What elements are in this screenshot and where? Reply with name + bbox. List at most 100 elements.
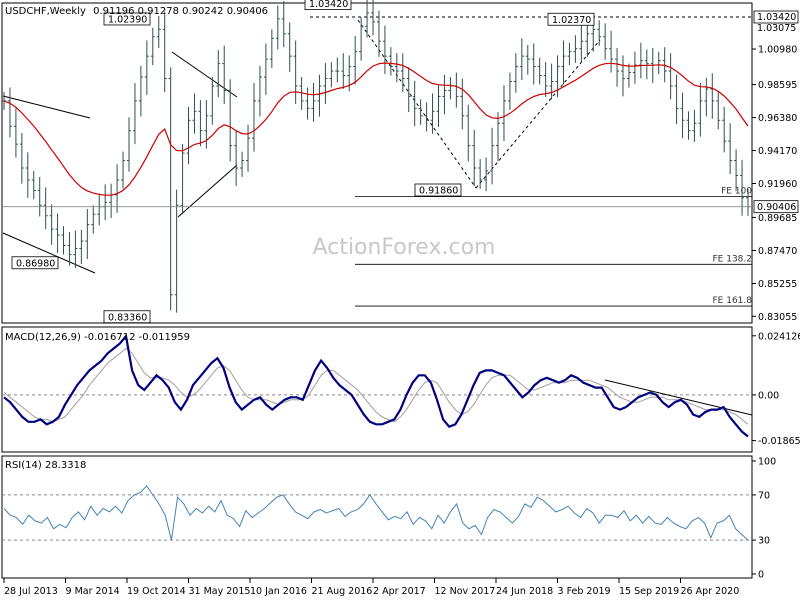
price-bar bbox=[275, 5, 280, 50]
rsi-tick-label: 0 bbox=[758, 570, 764, 581]
price-bar bbox=[371, 0, 376, 36]
price-bar bbox=[251, 82, 256, 152]
watermark: ActionForex.com bbox=[313, 235, 496, 260]
price-bar bbox=[442, 74, 447, 115]
price-bar bbox=[323, 62, 328, 104]
price-bar bbox=[680, 92, 685, 139]
price-bar bbox=[126, 117, 131, 172]
last-price-marker: 0.90406 bbox=[753, 200, 799, 213]
price-bar bbox=[692, 109, 697, 142]
price-bar bbox=[674, 74, 679, 125]
price-bar bbox=[281, 0, 286, 48]
x-tick-label: 19 Oct 2014 bbox=[127, 586, 186, 597]
price-bar bbox=[728, 123, 733, 174]
rsi-tick-label: 100 bbox=[758, 457, 776, 468]
x-tick-label: 31 May 2015 bbox=[189, 586, 251, 597]
swing-label: 1.02370 bbox=[547, 12, 595, 26]
price-bar bbox=[626, 63, 631, 88]
price-bar bbox=[186, 106, 191, 165]
price-bar bbox=[192, 93, 197, 134]
macd-trend-line bbox=[604, 379, 753, 416]
price-bar bbox=[406, 67, 411, 113]
price-bar bbox=[150, 27, 155, 66]
price-panel-frame bbox=[1, 2, 753, 324]
price-bar bbox=[228, 79, 233, 162]
price-bar bbox=[418, 99, 423, 125]
price-bar bbox=[716, 91, 721, 130]
x-axis: 28 Jul 2013 9 Mar 2014 19 Oct 2014 31 May 2… bbox=[3, 578, 740, 597]
rsi-tick-label: 70 bbox=[758, 490, 770, 501]
price-tick-label: 0.87470 bbox=[758, 246, 797, 257]
x-tick-label: 10 Jan 2016 bbox=[250, 586, 307, 597]
price-bar bbox=[138, 65, 143, 117]
price-bar bbox=[597, 20, 602, 46]
svg-text:0.91860: 0.91860 bbox=[419, 185, 458, 196]
rsi-panel-frame bbox=[1, 455, 753, 579]
macd-tick-label: 0.00 bbox=[758, 390, 779, 401]
macd-line bbox=[3, 333, 749, 438]
price-bar bbox=[466, 104, 471, 162]
price-tick-label: 0.91960 bbox=[758, 179, 797, 190]
swing-label: 0.83360 bbox=[103, 310, 151, 323]
fib-level-label: FE 161.8 bbox=[713, 296, 753, 306]
price-bar bbox=[662, 47, 667, 83]
svg-text:0.86980: 0.86980 bbox=[16, 258, 55, 269]
price-bar bbox=[573, 35, 578, 63]
dash-line-2 bbox=[475, 39, 601, 189]
x-tick-label: 21 Aug 2016 bbox=[312, 586, 373, 597]
price-bar bbox=[698, 82, 703, 137]
macd-panel-frame bbox=[1, 326, 753, 453]
price-bar bbox=[198, 100, 203, 147]
price-bar bbox=[543, 62, 548, 98]
price-bar bbox=[567, 42, 572, 66]
price-bar bbox=[168, 67, 173, 311]
price-bar bbox=[710, 73, 715, 119]
price-bar bbox=[531, 43, 536, 85]
top-price-text: 1.03420 bbox=[757, 12, 796, 23]
rsi-tick-label: 30 bbox=[758, 536, 770, 547]
price-bar bbox=[603, 23, 608, 60]
price-bar bbox=[412, 80, 417, 127]
fib-level-label: FE 138.2 bbox=[713, 254, 753, 264]
triangle-upper bbox=[171, 51, 238, 98]
macd-tick-label: 0.024126 bbox=[758, 331, 800, 342]
x-tick-label: 3 Feb 2019 bbox=[558, 586, 611, 597]
x-tick-label: 12 Nov 2017 bbox=[435, 586, 496, 597]
price-bar bbox=[234, 129, 239, 186]
price-bars bbox=[2, 0, 750, 313]
macd-axis: 0.024126 0.00 -0.018657 bbox=[2, 331, 800, 447]
price-bar bbox=[460, 78, 465, 130]
price-bar bbox=[67, 232, 72, 266]
price-tick-label: 0.98595 bbox=[758, 80, 797, 91]
swing-label: 1.02390 bbox=[103, 12, 151, 25]
price-bar bbox=[7, 87, 12, 138]
trend-line-lower-left bbox=[2, 232, 96, 274]
dash-line-1 bbox=[357, 19, 477, 189]
price-bar bbox=[424, 102, 429, 132]
price-bar bbox=[579, 23, 584, 63]
price-bar bbox=[472, 129, 477, 186]
trend-lines bbox=[2, 51, 753, 416]
fib-levels: FE 100 FE 138.2 FE 161.8 bbox=[355, 187, 753, 307]
triangle-lower bbox=[177, 164, 238, 218]
price-bar bbox=[25, 152, 30, 198]
price-bar bbox=[19, 132, 24, 184]
price-bar bbox=[513, 53, 518, 93]
price-bar bbox=[31, 170, 36, 200]
price-bar bbox=[91, 205, 96, 234]
price-bar bbox=[121, 151, 126, 189]
price-bar bbox=[85, 209, 90, 259]
ohlc-values: 0.91196 0.91278 0.90242 0.90406 bbox=[93, 6, 268, 17]
price-bar bbox=[400, 53, 405, 92]
price-bar bbox=[537, 57, 542, 85]
x-tick-label: 15 Sep 2019 bbox=[619, 586, 679, 597]
price-bar bbox=[376, 10, 381, 57]
price-bar bbox=[257, 65, 262, 117]
x-tick-label: 26 Apr 2020 bbox=[681, 586, 740, 597]
top-price-label: 1.03420 bbox=[753, 10, 799, 24]
price-bar bbox=[144, 40, 149, 95]
price-bar bbox=[365, 0, 370, 38]
swing-label: 0.86980 bbox=[11, 256, 59, 269]
price-bar bbox=[632, 51, 637, 84]
price-tick-label: 1.00980 bbox=[758, 44, 797, 55]
